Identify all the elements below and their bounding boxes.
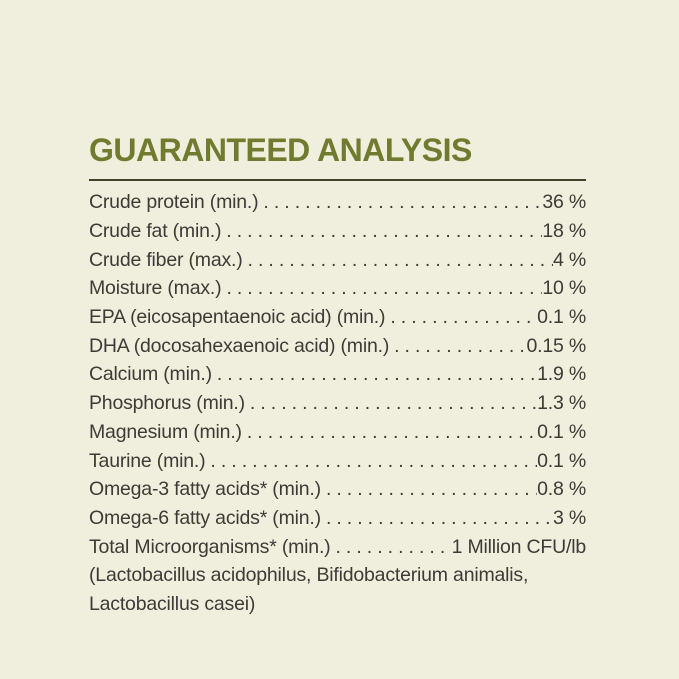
nutrient-value: 0.1 % <box>537 449 586 472</box>
nutrient-label: Phosphorus (min.) <box>89 392 245 415</box>
dot-leader: . . . . . . . . . . . . . . . . . . . . … <box>325 478 537 501</box>
dot-leader: . . . . . . . . . . . . . . . . . . . . … <box>216 363 537 386</box>
dot-leader: . . . . . . . . . . . . . . . . . . . . … <box>263 191 542 214</box>
dot-leader: . . . . . . . . . . . . . . . . . . . . … <box>210 449 537 472</box>
analysis-row: Omega-6 fatty acids* (min.) . . . . . . … <box>89 504 586 533</box>
nutrient-value: 0.15 % <box>526 334 586 357</box>
nutrient-value: 1.3 % <box>537 392 586 415</box>
nutrient-value: 1.9 % <box>537 363 586 386</box>
nutrient-label: Taurine (min.) <box>89 449 206 472</box>
dot-leader: . . . . . . . . . . . . . . . . . . . . … <box>226 219 542 242</box>
analysis-list: Crude protein (min.) . . . . . . . . . .… <box>89 188 586 561</box>
dot-leader: . . . . . . . . . . . . . . . . . . . . … <box>249 392 537 415</box>
nutrient-value: 0.1 % <box>537 420 586 443</box>
nutrient-label: Crude protein (min.) <box>89 191 259 214</box>
analysis-row: Magnesium (min.) . . . . . . . . . . . .… <box>89 418 586 447</box>
analysis-row: Crude fiber (max.) . . . . . . . . . . .… <box>89 246 586 275</box>
nutrient-value: 3 % <box>552 506 586 529</box>
footnote-line: (Lactobacillus acidophilus, Bifidobacter… <box>89 564 529 587</box>
dot-leader: . . . . . . . . . . . . . . . . . . . . … <box>335 535 451 558</box>
nutrient-value: 1 Million CFU/lb <box>451 535 587 558</box>
footnote-line: Lactobacillus casei) <box>89 593 256 616</box>
analysis-row: Total Microorganisms* (min.) . . . . . .… <box>89 533 586 562</box>
analysis-row: Calcium (min.) . . . . . . . . . . . . .… <box>89 360 586 389</box>
dot-leader: . . . . . . . . . . . . . . . . . . . . … <box>247 248 553 271</box>
dot-leader: . . . . . . . . . . . . . . . . . . . . … <box>226 277 542 300</box>
nutrient-value: 18 % <box>542 219 586 242</box>
analysis-row: Moisture (max.) . . . . . . . . . . . . … <box>89 274 586 303</box>
nutrient-label: Crude fiber (max.) <box>89 248 243 271</box>
nutrient-label: EPA (eicosapentaenoic acid) (min.) <box>89 306 386 328</box>
microorganisms-footnote: (Lactobacillus acidophilus, Bifidobacter… <box>89 561 586 618</box>
dot-leader: . . . . . . . . . . . . . . . . . . . . … <box>246 420 537 443</box>
nutrient-label: DHA (docosahexaenoic acid) (min.) <box>89 334 390 357</box>
dot-leader: . . . . . . . . . . . . . . . . . . . . … <box>325 506 553 529</box>
analysis-row: Omega-3 fatty acids* (min.) . . . . . . … <box>89 475 586 504</box>
nutrient-value: 0.1 % <box>537 306 586 328</box>
nutrient-label: Omega-6 fatty acids* (min.) <box>89 506 321 529</box>
analysis-row: Taurine (min.) . . . . . . . . . . . . .… <box>89 447 586 476</box>
analysis-row: DHA (docosahexaenoic acid) (min.) . . . … <box>89 332 586 361</box>
nutrient-value: 0.8 % <box>537 478 586 501</box>
nutrient-label: Calcium (min.) <box>89 363 212 386</box>
nutrient-label: Total Microorganisms* (min.) <box>89 535 331 558</box>
dot-leader: . . . . . . . . . . . . . . . . . . . . … <box>390 306 537 328</box>
nutrient-label: Magnesium (min.) <box>89 420 242 443</box>
analysis-row: Crude fat (min.) . . . . . . . . . . . .… <box>89 217 586 246</box>
title-divider <box>89 179 586 182</box>
nutrient-value: 4 % <box>552 248 586 271</box>
analysis-row: Crude protein (min.) . . . . . . . . . .… <box>89 188 586 217</box>
analysis-row: Phosphorus (min.) . . . . . . . . . . . … <box>89 389 586 418</box>
nutrient-value: 10 % <box>542 277 586 300</box>
analysis-row: EPA (eicosapentaenoic acid) (min.) . . .… <box>89 303 586 332</box>
nutrient-label: Moisture (max.) <box>89 277 222 300</box>
dot-leader: . . . . . . . . . . . . . . . . . . . . … <box>394 334 526 357</box>
guaranteed-analysis-panel: GUARANTEED ANALYSIS Crude protein (min.)… <box>89 132 586 619</box>
section-title: GUARANTEED ANALYSIS <box>89 132 472 168</box>
nutrient-label: Omega-3 fatty acids* (min.) <box>89 478 321 501</box>
nutrient-value: 36 % <box>542 191 586 214</box>
nutrient-label: Crude fat (min.) <box>89 219 222 242</box>
